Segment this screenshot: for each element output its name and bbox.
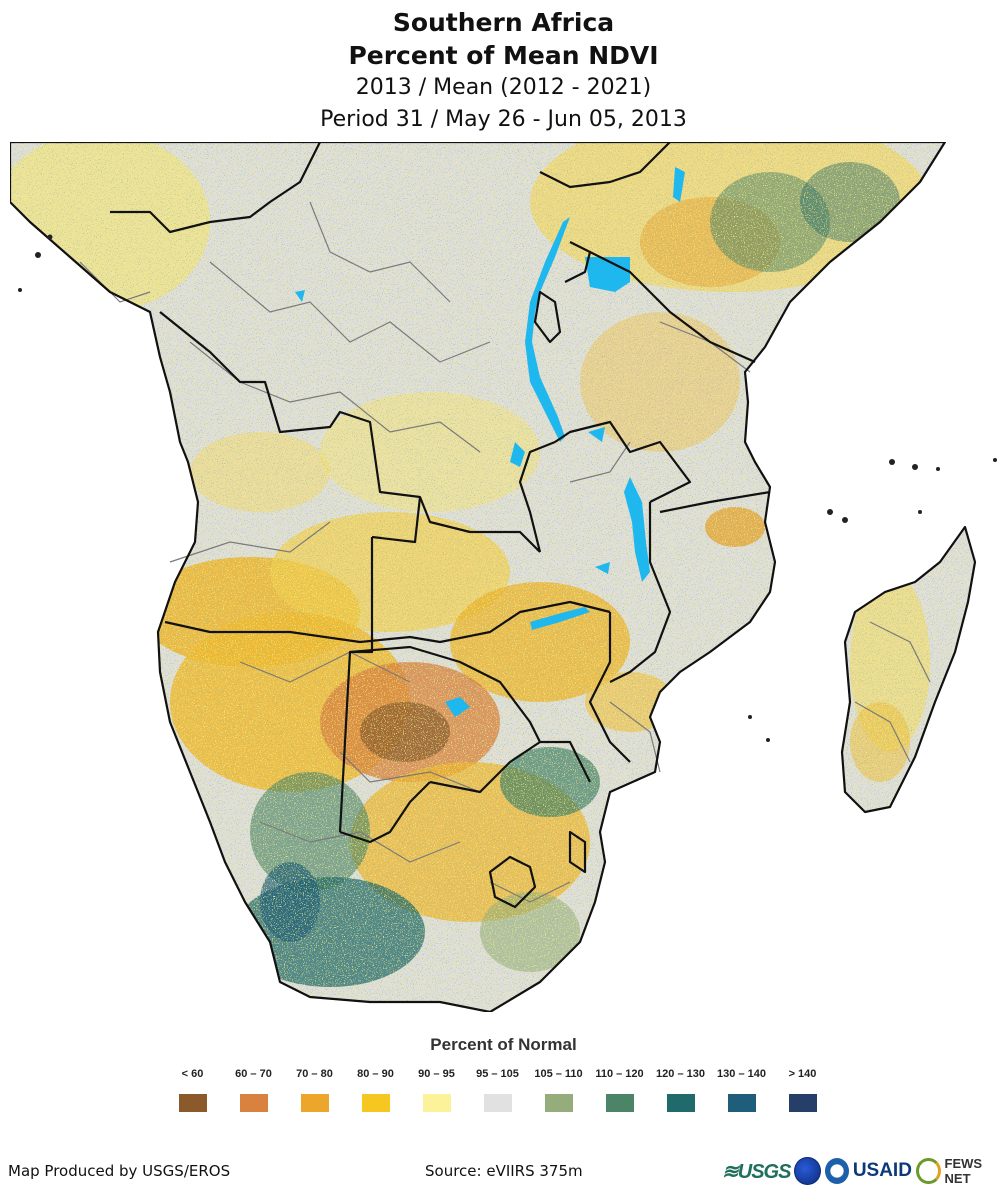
lake-malawi	[624, 477, 650, 582]
legend-item-label: 130 – 140	[717, 1068, 766, 1080]
legend-item-label: 110 – 120	[595, 1068, 644, 1080]
admin-boundaries	[79, 201, 931, 903]
usaid-logo: USAID	[852, 1160, 912, 1181]
country-borders	[10, 142, 977, 1012]
lake-kariba	[530, 607, 590, 630]
legend-item: 130 – 140	[711, 1068, 772, 1112]
water-bodies	[295, 167, 685, 717]
legend-swatch	[300, 1094, 329, 1112]
legend-item-label: 70 – 80	[296, 1068, 333, 1080]
legend-swatch	[544, 1094, 573, 1112]
legend-item: 90 – 95	[406, 1068, 467, 1112]
title-period: Period 31 / May 26 - Jun 05, 2013	[320, 107, 687, 132]
legend-item-label: 105 – 110	[534, 1068, 583, 1080]
islands	[18, 234, 997, 742]
legend-swatch	[361, 1094, 390, 1112]
legend-swatch	[605, 1094, 634, 1112]
title-product: Percent of Mean NDVI	[348, 41, 659, 70]
legend-swatch	[239, 1094, 268, 1112]
legend-swatch	[483, 1094, 512, 1112]
legend-item-label: 80 – 90	[357, 1068, 394, 1080]
legend-item: 105 – 110	[528, 1068, 589, 1112]
legend-item-label: 95 – 105	[476, 1068, 519, 1080]
legend-swatch	[788, 1094, 817, 1112]
legend: < 60 60 – 70 70 – 80 80 – 90 90 – 95 95 – 105…	[162, 1068, 833, 1112]
lake-tanganyika	[525, 217, 570, 442]
legend-item-label: 120 – 130	[656, 1068, 705, 1080]
title-region: Southern Africa	[392, 8, 615, 37]
legend-swatch	[666, 1094, 695, 1112]
legend-swatch	[422, 1094, 451, 1112]
nasa-logo-icon	[794, 1157, 821, 1185]
map-title-block: Southern Africa Percent of Mean NDVI 201…	[0, 6, 1007, 136]
title-comparison: 2013 / Mean (2012 - 2021)	[355, 75, 652, 100]
legend-title: Percent of Normal	[430, 1035, 577, 1054]
legend-item-label: 60 – 70	[235, 1068, 272, 1080]
legend-item: 120 – 130	[650, 1068, 711, 1112]
usgs-logo: ≋USGS	[722, 1160, 791, 1183]
legend-item: 80 – 90	[345, 1068, 406, 1112]
legend-item: 95 – 105	[467, 1068, 528, 1112]
legend-item: > 140	[772, 1068, 833, 1112]
legend-item-label: 90 – 95	[418, 1068, 455, 1080]
legend-item: 60 – 70	[223, 1068, 284, 1112]
legend-swatch	[727, 1094, 756, 1112]
legend-item: < 60	[162, 1068, 223, 1112]
legend-item: 70 – 80	[284, 1068, 345, 1112]
legend-item-label: > 140	[788, 1068, 817, 1080]
ndvi-zones	[10, 142, 975, 1012]
legend-item: 110 – 120	[589, 1068, 650, 1112]
legend-item-label: < 60	[181, 1068, 204, 1080]
source-text: Source: eVIIRS 375m	[425, 1162, 583, 1180]
noaa-logo-icon	[824, 1158, 849, 1184]
ndvi-map	[10, 142, 997, 1012]
fews-net-text: FEWS NET	[944, 1156, 983, 1186]
logo-strip: ≋USGS USAID FEWS NET	[722, 1156, 1007, 1186]
credit-text: Map Produced by USGS/EROS	[8, 1162, 231, 1180]
fews-net-logo-icon	[915, 1158, 941, 1184]
legend-swatch	[178, 1094, 207, 1112]
